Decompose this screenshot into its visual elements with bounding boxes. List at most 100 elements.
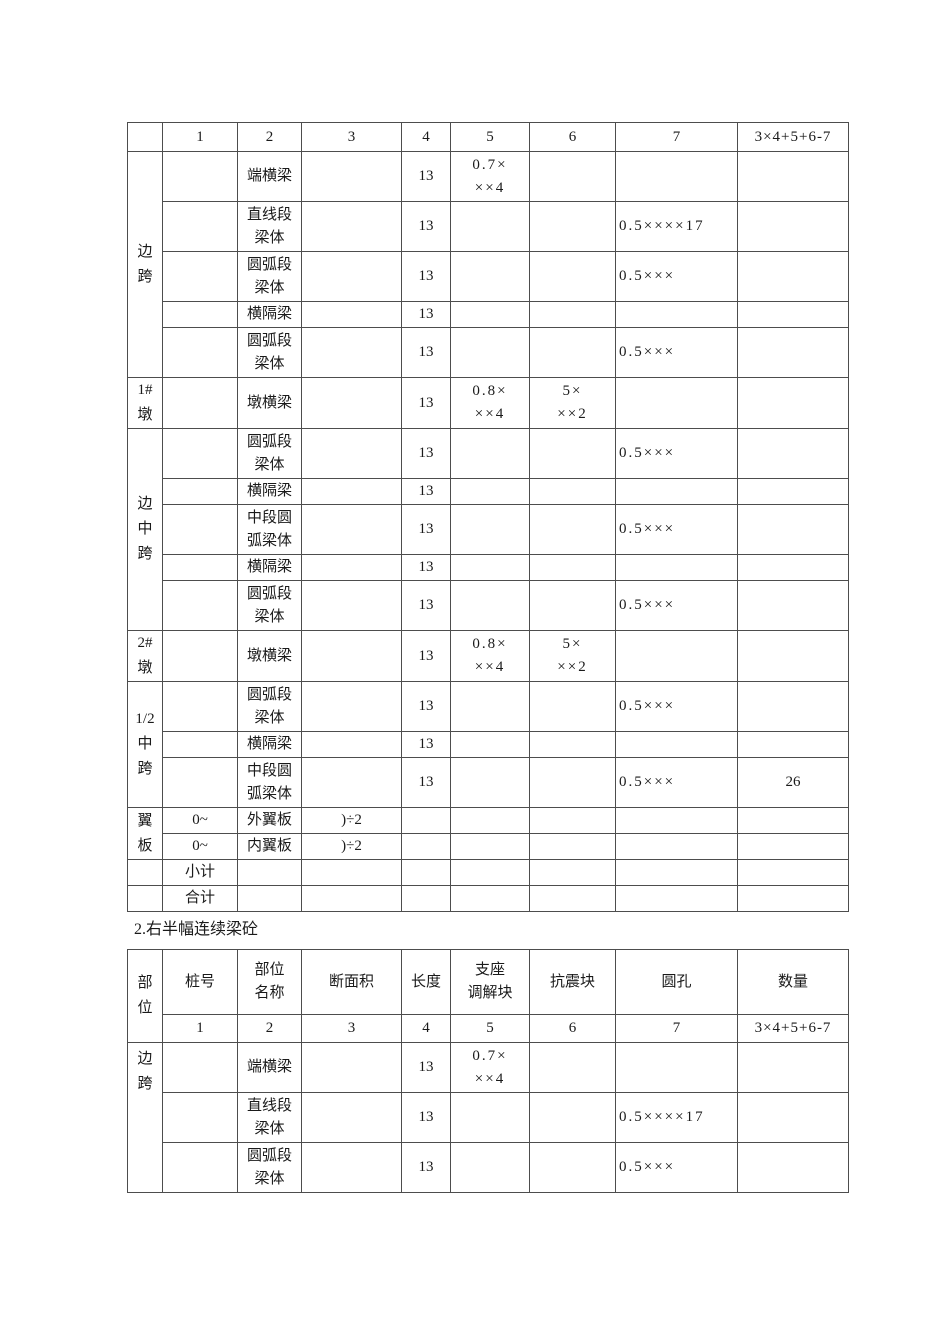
cell-length: 13 bbox=[401, 327, 451, 378]
cell-pile-number bbox=[162, 731, 238, 758]
cell-length: 13 bbox=[401, 504, 451, 555]
header-col-5: 5 bbox=[450, 1014, 530, 1043]
cell-quantity bbox=[737, 833, 849, 860]
cell-round-hole bbox=[615, 731, 738, 758]
cell-support-block: 0.7× ××4 bbox=[450, 151, 530, 202]
cell-pile-number bbox=[162, 478, 238, 505]
cell-quantity bbox=[737, 731, 849, 758]
table-row: 横隔梁 13 bbox=[128, 554, 849, 581]
cell-quantity bbox=[737, 580, 849, 631]
cell-blank bbox=[127, 885, 163, 912]
group-cell-wing-plate: 翼 板 bbox=[127, 807, 163, 860]
header-part-col: 部 位 bbox=[127, 949, 163, 1043]
cell-round-hole bbox=[615, 1042, 738, 1093]
cell-part-name: 内翼板 bbox=[237, 833, 302, 860]
cell-part-name: 端横梁 bbox=[237, 151, 302, 202]
cell-length: 13 bbox=[401, 151, 451, 202]
cell-quake-block bbox=[529, 731, 616, 758]
subtotal-row: 小计 bbox=[127, 859, 849, 886]
cell-section-area bbox=[301, 681, 402, 732]
cell-quantity: 26 bbox=[737, 757, 849, 808]
cell-support-block bbox=[450, 859, 530, 886]
cell-support-block bbox=[450, 301, 530, 328]
header-col-1: 1 bbox=[162, 122, 238, 152]
cell-length: 13 bbox=[401, 201, 451, 252]
cell-quantity bbox=[737, 1092, 849, 1143]
cell-quake-block bbox=[529, 151, 616, 202]
header-quake-block: 抗震块 bbox=[529, 949, 616, 1015]
header-formula: 3×4+5+6-7 bbox=[737, 122, 849, 152]
cell-length: 13 bbox=[401, 731, 451, 758]
cell-support-block: 0.8× ××4 bbox=[450, 377, 530, 429]
cell-round-hole: 0.5××××17 bbox=[615, 1092, 738, 1143]
cell-pile-number bbox=[162, 428, 238, 479]
cell-section-area bbox=[301, 201, 402, 252]
cell-quantity bbox=[737, 1042, 849, 1093]
cell-round-hole: 0.5××× bbox=[615, 681, 738, 732]
numeric-header-row: 1 2 3 4 5 6 7 3×4+5+6-7 bbox=[128, 1014, 849, 1043]
cell-round-hole bbox=[615, 478, 738, 505]
cell-quake-block bbox=[529, 428, 616, 479]
cell-section-area bbox=[301, 377, 402, 429]
cell-quake-block bbox=[529, 1092, 616, 1143]
cell-round-hole bbox=[615, 377, 738, 429]
cell-section-area bbox=[301, 630, 402, 682]
header-col-7: 7 bbox=[615, 122, 738, 152]
cell-quantity bbox=[737, 301, 849, 328]
cell-pile-number bbox=[162, 757, 238, 808]
cell-support-block bbox=[450, 731, 530, 758]
header-col-6: 6 bbox=[529, 1014, 616, 1043]
cell-section-area bbox=[301, 428, 402, 479]
header-support-block: 支座 调解块 bbox=[450, 949, 530, 1015]
header-col-7: 7 bbox=[615, 1014, 738, 1043]
table-row: 1/2 中 跨 圆弧段 梁体 13 0.5××× bbox=[127, 681, 849, 808]
cell-support-block bbox=[450, 681, 530, 732]
cell-quake-block: 5× ××2 bbox=[529, 377, 616, 429]
cell-part-name: 横隔梁 bbox=[237, 301, 302, 328]
header-round-hole: 圆孔 bbox=[615, 949, 738, 1015]
cell-length bbox=[401, 833, 451, 860]
cell-length: 13 bbox=[401, 428, 451, 479]
cell-support-block bbox=[450, 1142, 530, 1193]
cell-support-block: 0.8× ××4 bbox=[450, 630, 530, 682]
cell-pile-number bbox=[162, 554, 238, 581]
cell-round-hole: 0.5××× bbox=[615, 327, 738, 378]
cell-support-block bbox=[450, 478, 530, 505]
cell-length: 13 bbox=[401, 251, 451, 302]
cell-quake-block bbox=[529, 554, 616, 581]
cell-length: 13 bbox=[401, 377, 451, 429]
cell-quake-block bbox=[529, 885, 616, 912]
cell-part-name: 墩横梁 bbox=[237, 377, 302, 429]
cell-length: 13 bbox=[401, 301, 451, 328]
cell-pile-number bbox=[162, 580, 238, 631]
cell-part-name: 圆弧段 梁体 bbox=[237, 681, 302, 732]
cell-quake-block bbox=[529, 859, 616, 886]
header-col-3: 3 bbox=[301, 122, 402, 152]
cell-section-area bbox=[301, 327, 402, 378]
cell-quake-block bbox=[529, 1142, 616, 1193]
header-pile-number: 桩号 bbox=[162, 949, 238, 1015]
table-row: 圆弧段 梁体 13 0.5××× bbox=[128, 1142, 849, 1193]
cell-quake-block bbox=[529, 504, 616, 555]
cell-round-hole: 0.5××× bbox=[615, 251, 738, 302]
cell-quantity bbox=[737, 327, 849, 378]
cell-round-hole: 0.5××× bbox=[615, 580, 738, 631]
table-row: 横隔梁 13 bbox=[128, 731, 849, 758]
table-row: 2# 墩 墩横梁 13 0.8× ××4 5× ××2 bbox=[127, 630, 849, 682]
cell-quake-block bbox=[529, 301, 616, 328]
cell-section-area bbox=[301, 580, 402, 631]
cell-quantity bbox=[737, 681, 849, 732]
table-row: 直线段 梁体 13 0.5××××17 bbox=[128, 1092, 849, 1143]
table-row: 边 跨 端横梁 13 0.7× ××4 bbox=[127, 151, 849, 378]
header-col-6: 6 bbox=[529, 122, 616, 152]
header-col-4: 4 bbox=[401, 1014, 451, 1043]
cell-quake-block bbox=[529, 478, 616, 505]
cell-part-name: 外翼板 bbox=[237, 807, 302, 834]
cell-support-block bbox=[450, 428, 530, 479]
cell-section-area: )÷2 bbox=[301, 833, 402, 860]
cell-pile-number bbox=[162, 301, 238, 328]
table-row: 0~ 内翼板 )÷2 bbox=[128, 833, 849, 860]
cell-quantity bbox=[737, 885, 849, 912]
cell-quantity bbox=[737, 251, 849, 302]
